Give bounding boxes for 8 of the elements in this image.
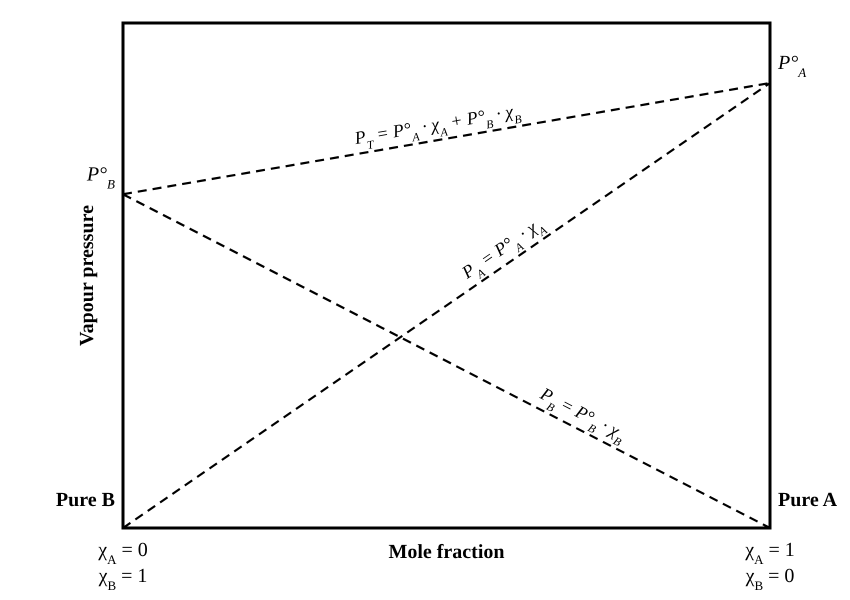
x-axis-title: Mole fraction (388, 541, 505, 563)
x-tick-label: χ$_{A}$ = 0 χ$_{B}$ = 1 (97, 539, 148, 592)
annotation: Pure A (778, 489, 838, 511)
y-axis-title: Vapour pressure (76, 204, 98, 346)
x-tick-label: χ$_{A}$ = 1 χ$_{B}$ = 0 (744, 539, 795, 592)
annotation: Pure B (56, 489, 115, 511)
annotation: P°$_{B}$ (86, 163, 116, 191)
annotation: P°$_{A}$ (777, 52, 806, 80)
